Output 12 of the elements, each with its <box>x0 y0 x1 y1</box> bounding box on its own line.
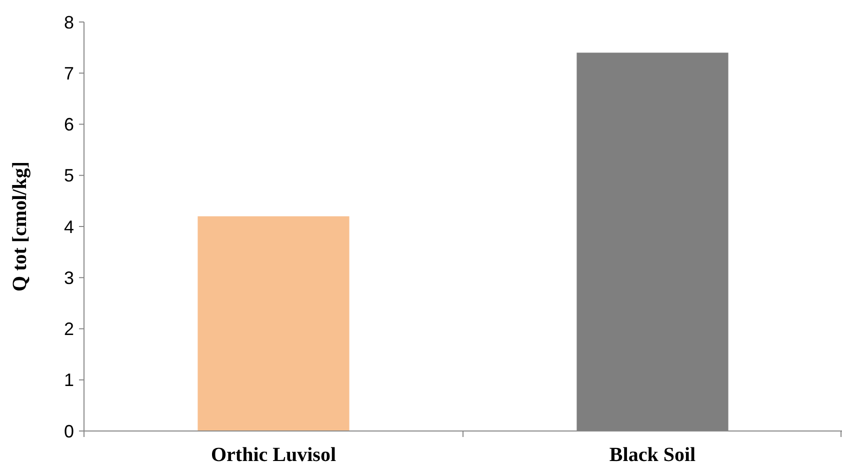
y-tick-label: 1 <box>64 370 74 390</box>
y-tick-label: 2 <box>64 319 74 340</box>
x-tick-label: Black Soil <box>609 444 696 466</box>
y-tick-label: 8 <box>64 12 74 32</box>
y-tick-label: 6 <box>64 114 74 135</box>
y-tick-label: 3 <box>64 268 74 288</box>
y-tick-label: 0 <box>64 421 74 442</box>
y-tick-label: 4 <box>64 216 74 237</box>
x-tick-label: Orthic Luvisol <box>210 444 336 466</box>
y-tick-label: 5 <box>64 166 74 186</box>
y-tick-label: 7 <box>64 63 74 84</box>
y-axis-title: Q tot [cmol/kg] <box>9 162 31 292</box>
